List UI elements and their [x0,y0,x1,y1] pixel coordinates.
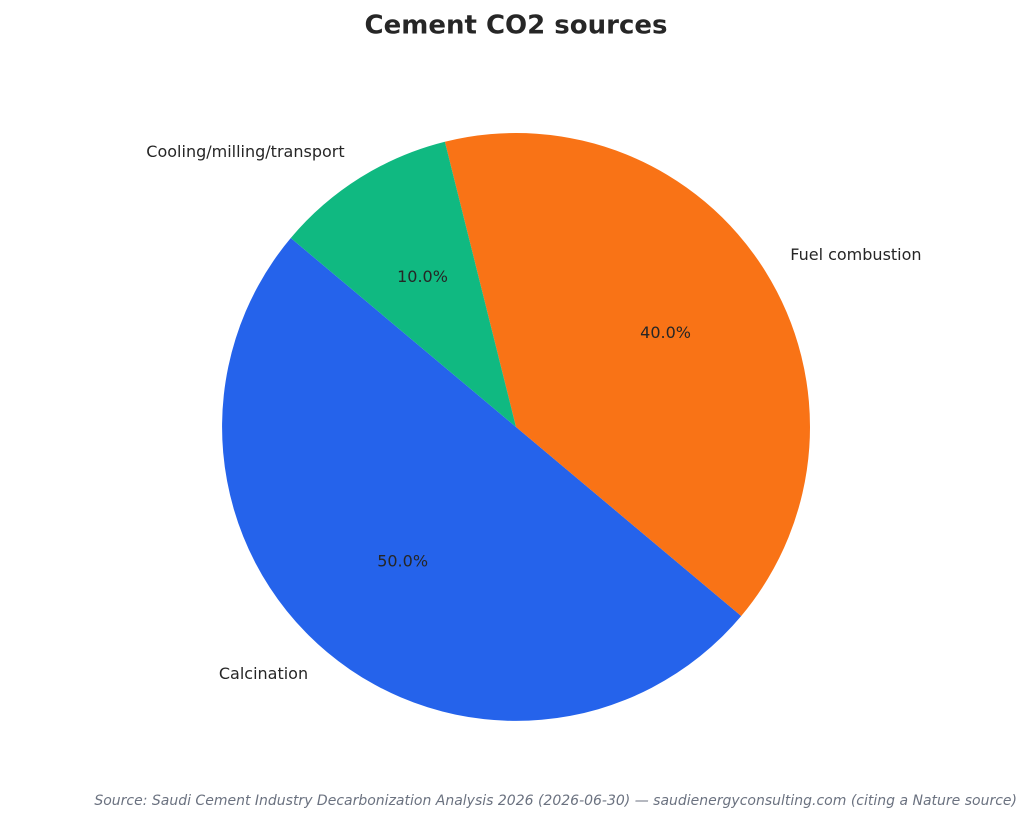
slice-label: Calcination [219,664,308,683]
pie-slice [290,141,516,427]
value-label: 50.0% [377,552,428,571]
value-label: 40.0% [640,323,691,342]
slice-label: Cooling/milling/transport [146,142,344,161]
chart-title: Cement CO2 sources [365,11,668,41]
pie-slice [222,238,742,721]
source-note: Source: Saudi Cement Industry Decarboniz… [94,793,1017,809]
value-label: 10.0% [397,267,448,286]
slice-label: Fuel combustion [790,245,921,264]
pie-slice [444,133,810,616]
